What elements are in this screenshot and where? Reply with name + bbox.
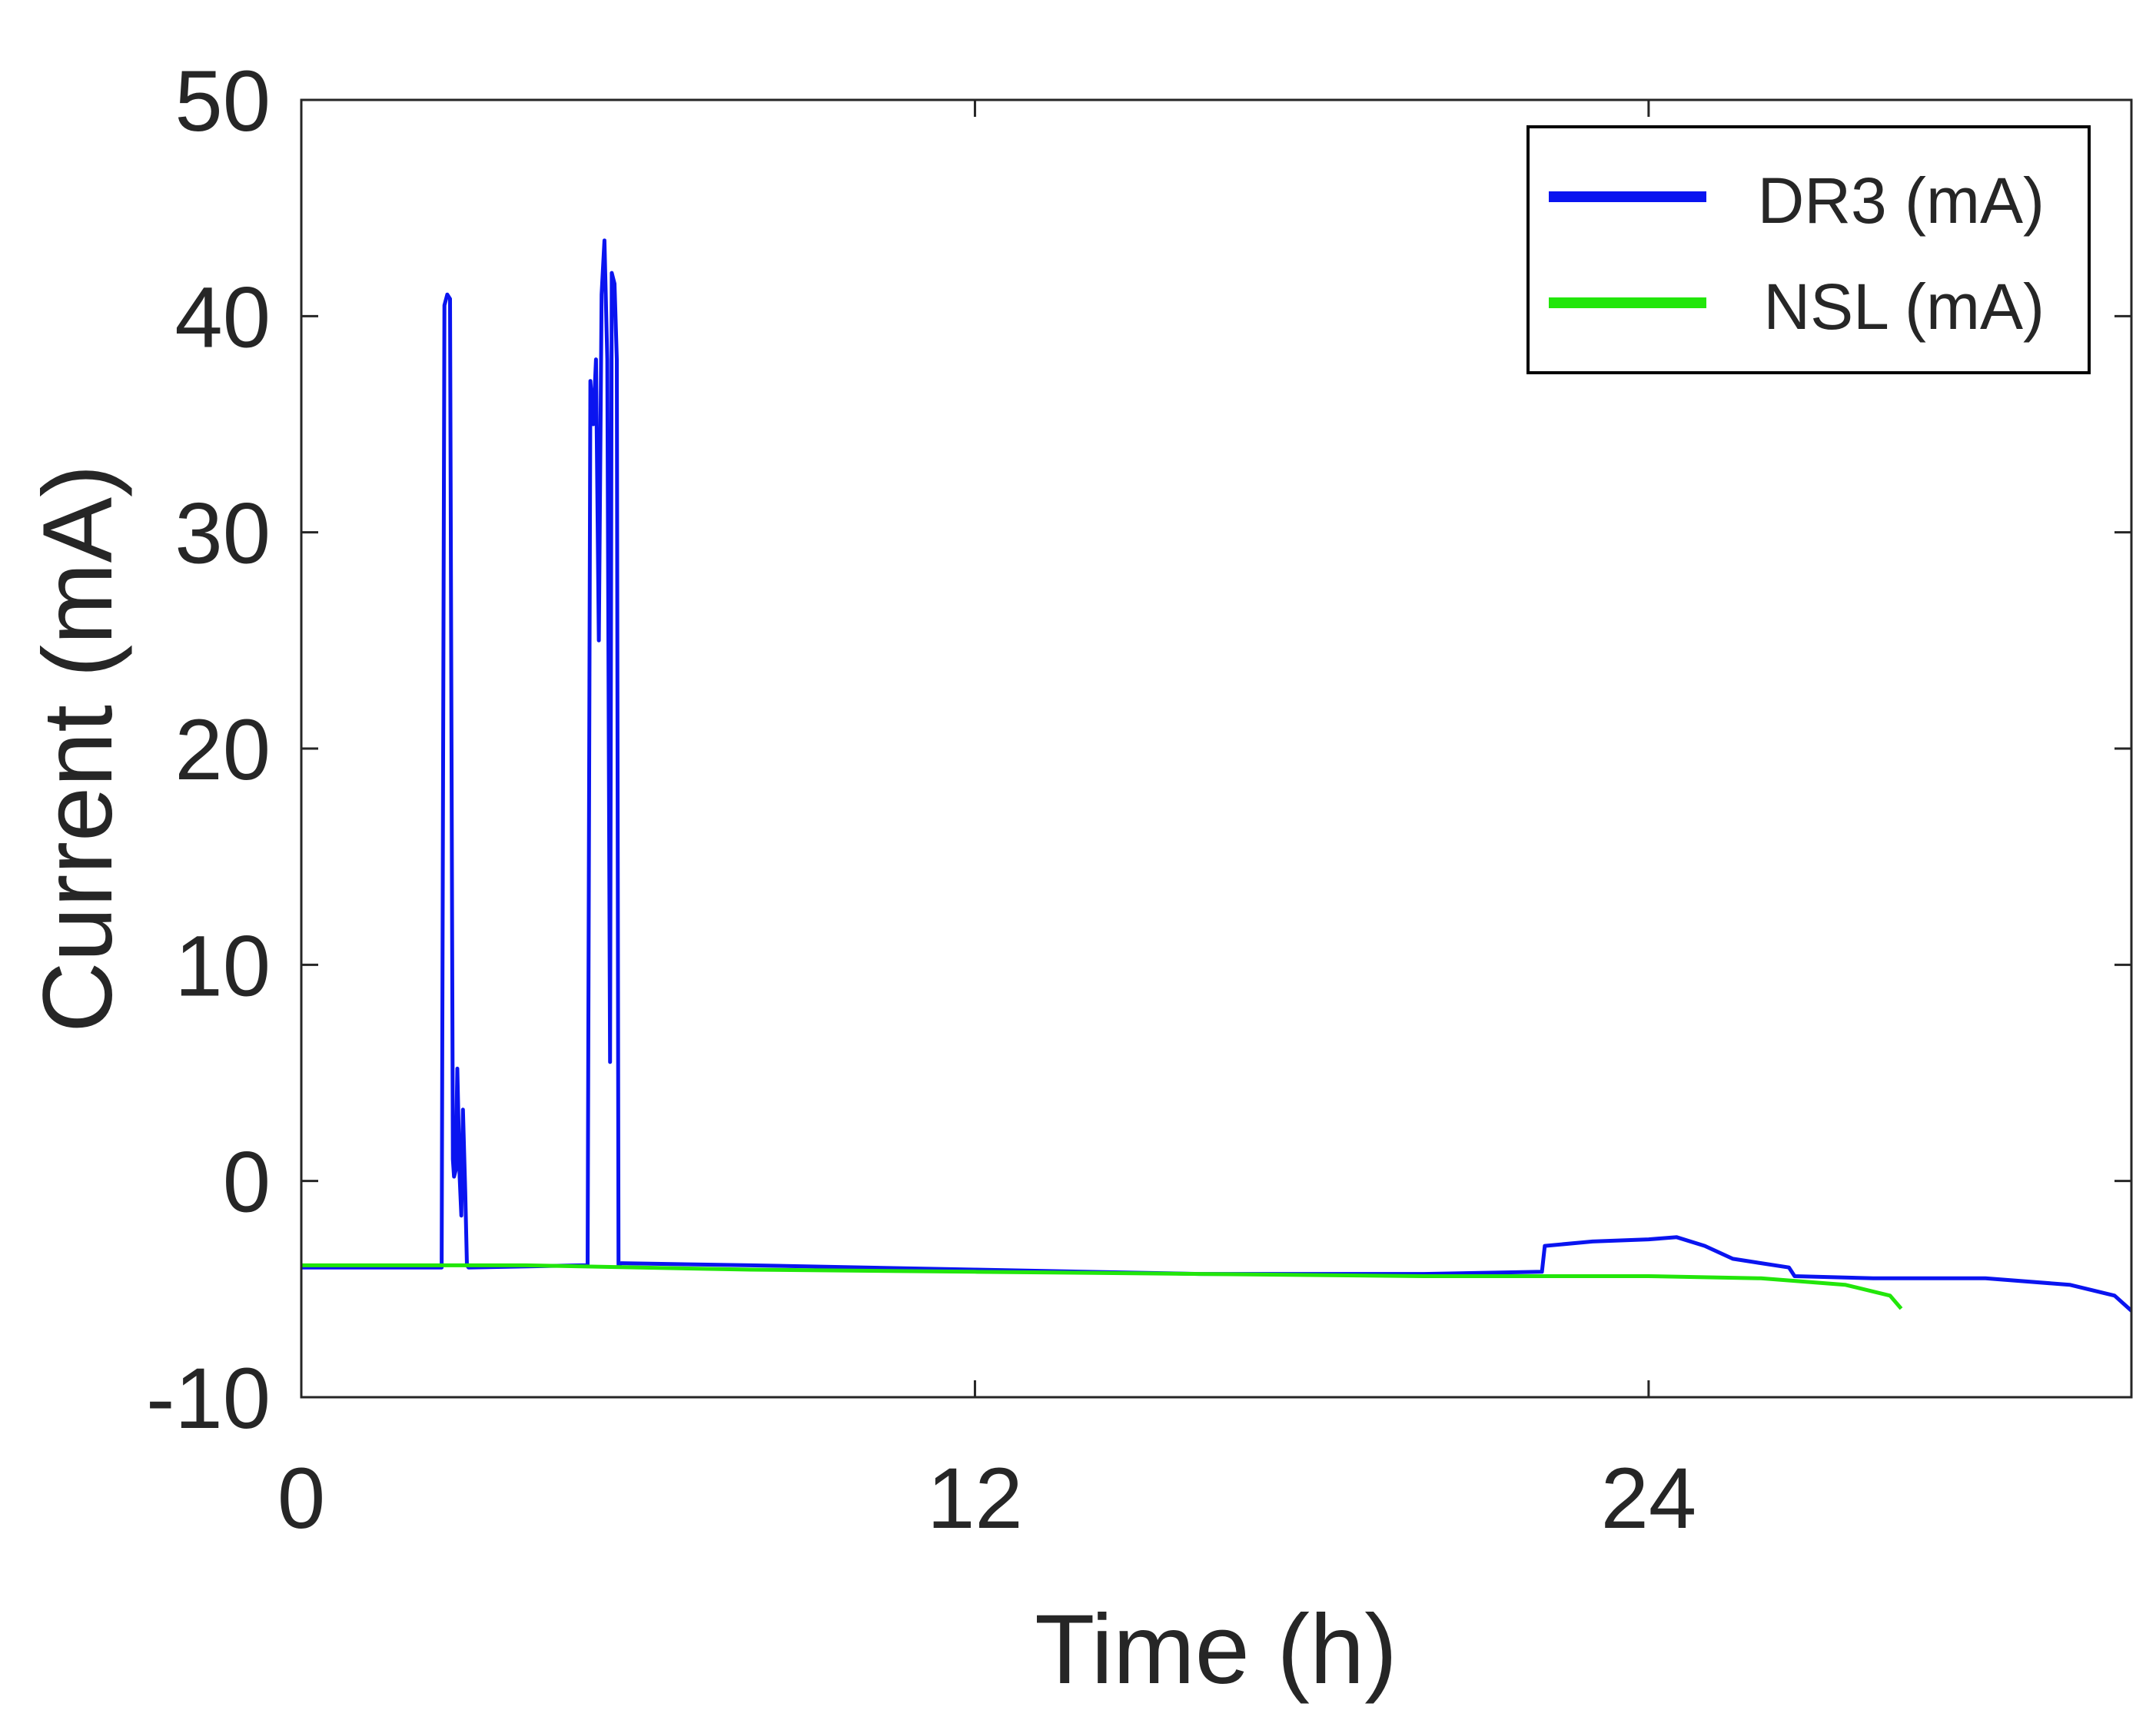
y-tick-label: 0 [223, 1134, 271, 1230]
y-axis-label: Current (mA) [23, 464, 133, 1033]
series-line-nsl [301, 1263, 1903, 1310]
x-tick-label: 24 [1601, 1450, 1697, 1546]
y-tick-label: 30 [174, 486, 271, 582]
legend: DR3 (mA) NSL (mA) [1526, 125, 2091, 374]
y-tick-label: 40 [174, 269, 271, 365]
y-tick-label: 10 [174, 918, 271, 1014]
series-line-dr3 [301, 238, 2131, 1313]
x-axis-label: Time (h) [1035, 1595, 1397, 1705]
legend-label-dr3: DR3 (mA) [1758, 164, 2045, 237]
legend-box [1526, 125, 2091, 374]
legend-label-nsl: NSL (mA) [1763, 271, 2045, 343]
x-tick-label: 0 [277, 1450, 325, 1546]
y-tick-label: 50 [174, 53, 271, 149]
x-tick-label: 12 [927, 1450, 1023, 1546]
y-tick-label: -10 [146, 1350, 271, 1446]
y-tick-label: 20 [174, 702, 271, 798]
